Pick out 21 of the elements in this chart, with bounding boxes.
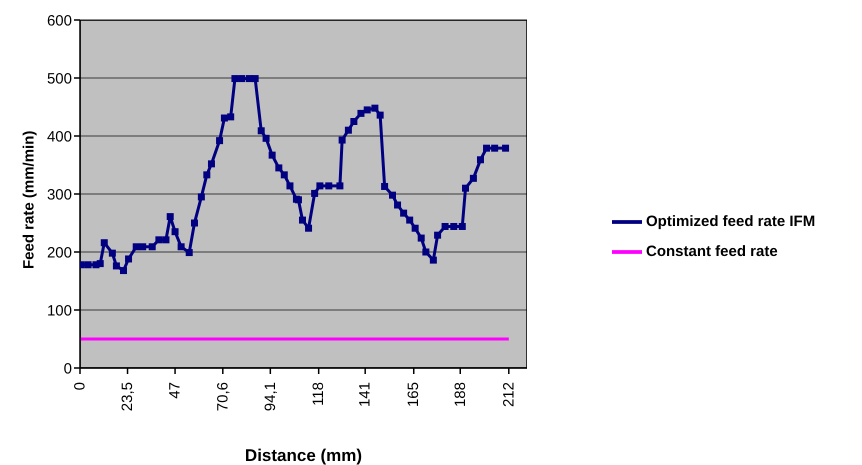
y-tick-label: 100 <box>46 302 72 320</box>
x-tick-label: 188 <box>452 382 469 408</box>
x-tick-label: 118 <box>310 382 328 406</box>
y-tick-label: 400 <box>46 128 72 146</box>
x-tick-label: 70,6 <box>214 382 232 412</box>
x-tick-label: 165 <box>405 382 422 408</box>
y-tick-label: 600 <box>46 12 72 30</box>
legend-label: Constant feed rate <box>646 242 778 260</box>
x-axis-title: Distance (mm) <box>244 446 362 465</box>
x-tick-label: 0 <box>72 382 88 390</box>
y-tick-label: 500 <box>46 70 72 88</box>
x-tick-label: 212 <box>500 382 518 408</box>
x-tick-label: 94,1 <box>262 382 279 412</box>
x-tick-label: 141 <box>356 382 374 408</box>
y-axis-title: Feed rate (mm/min) <box>20 130 38 269</box>
legend-label: Optimized feed rate IFM <box>646 212 816 230</box>
y-tick-label: 200 <box>46 244 72 262</box>
y-tick-label: 0 <box>64 360 72 378</box>
y-tick-label: 300 <box>46 186 72 204</box>
x-tick-label: 47 <box>166 382 184 399</box>
x-tick-label: 23,5 <box>119 382 136 412</box>
